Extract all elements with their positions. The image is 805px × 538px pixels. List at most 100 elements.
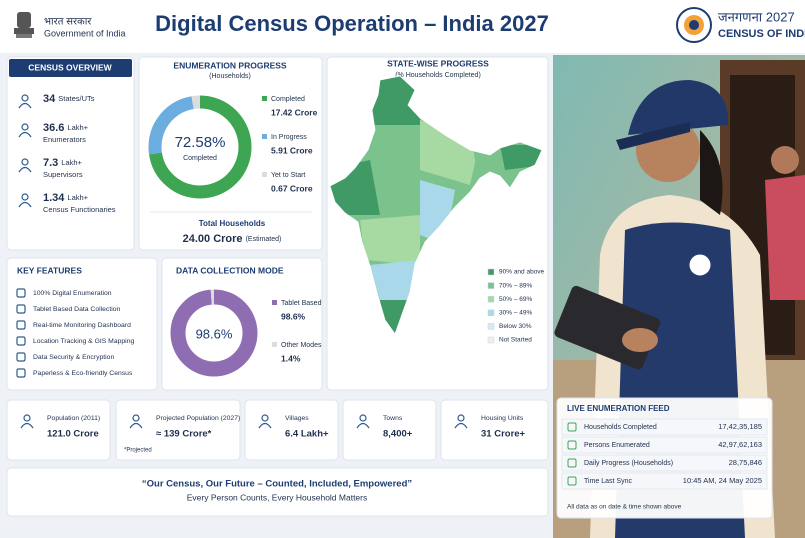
quote-card xyxy=(6,467,549,517)
icon xyxy=(20,422,34,429)
stat-value: 31 Crore+ xyxy=(481,429,526,440)
overview-item: 34 States/UTs xyxy=(43,93,95,105)
overview-value: 1.34 xyxy=(43,192,65,204)
legend-label: Completed xyxy=(271,96,305,103)
stat-label: Housing Units xyxy=(481,415,524,422)
stat-label: Towns xyxy=(383,415,403,422)
total-text: 24.00 Crore (Estimated) xyxy=(183,233,282,245)
icon xyxy=(356,422,370,429)
stat-card xyxy=(115,399,241,461)
feed-row xyxy=(561,436,768,454)
overview-item: 1.34 Lakh+ xyxy=(43,192,89,204)
feed-value: 10:45 AM, 24 May 2025 xyxy=(683,476,762,485)
map-legend-label: 70% – 89% xyxy=(499,282,532,289)
feed-value: 42,97,62,163 xyxy=(718,440,762,449)
map-subtitle: (% Households Completed) xyxy=(395,72,481,79)
legend-label: In Progress xyxy=(271,134,307,141)
legend-value: 1.4% xyxy=(281,353,301,363)
icon xyxy=(457,414,465,422)
legend-value: 17.42 Crore xyxy=(271,107,318,117)
mode-title: DATA COLLECTION MODE xyxy=(176,265,284,275)
legend-swatch xyxy=(262,172,267,177)
icon xyxy=(129,422,143,429)
icon xyxy=(21,123,29,131)
india-outline xyxy=(329,75,543,335)
overview-title-bar xyxy=(9,59,132,77)
feed-footnote: All data as on date & time shown above xyxy=(567,504,682,511)
icon xyxy=(21,193,29,201)
legend-swatch xyxy=(262,134,267,139)
stat-card xyxy=(6,399,111,461)
icon xyxy=(454,422,468,429)
overview-value: 34 xyxy=(43,93,56,105)
stat-label: Population (2011) xyxy=(47,415,100,422)
map-legend-label: Not Started xyxy=(499,337,532,344)
stat-label: Villages xyxy=(285,415,309,422)
overview-title: CENSUS OVERVIEW xyxy=(28,62,112,72)
state-region xyxy=(370,260,420,300)
feature-item: Paperless & Eco-friendly Census xyxy=(33,370,133,377)
feed-label: Daily Progress (Households) xyxy=(584,460,673,467)
gov-hindi: भारत सरकार xyxy=(44,17,92,28)
quote-headline: “Our Census, Our Future – Counted, Inclu… xyxy=(142,479,412,490)
emblem xyxy=(14,12,34,38)
legend-value: 98.6% xyxy=(281,311,306,321)
logo-hindi: जनगणना 2027 xyxy=(718,9,795,24)
feature-item: Location Tracking & GIS Mapping xyxy=(33,338,134,345)
map-legend-swatch xyxy=(487,295,495,303)
overview-item: 7.3 Lakh+ xyxy=(43,157,83,169)
features-card xyxy=(6,257,158,391)
overview-unit: Lakh+ xyxy=(61,158,82,167)
feed-title: LIVE ENUMERATION FEED xyxy=(567,404,670,413)
feed-icon xyxy=(567,458,577,468)
icon xyxy=(18,166,32,173)
feed-value: 17,42,35,185 xyxy=(718,422,762,431)
total-note: (Estimated) xyxy=(246,236,282,243)
feed-label: Time Last Sync xyxy=(584,478,632,485)
feed-value: 28,75,846 xyxy=(729,458,762,467)
overview-card xyxy=(6,56,135,251)
progress-subtitle: (Households) xyxy=(209,73,251,80)
header-bar xyxy=(0,0,805,53)
map-legend-label: 30% – 49% xyxy=(499,310,532,317)
feed-icon xyxy=(567,476,577,486)
gov-english: Government of India xyxy=(44,28,126,38)
icon xyxy=(18,201,32,208)
map-legend-label: 90% and above xyxy=(499,269,545,276)
icon xyxy=(23,414,31,422)
feature-icon xyxy=(16,368,26,378)
stat-card xyxy=(244,399,339,461)
icon xyxy=(359,414,367,422)
feed-label: Households Completed xyxy=(584,424,657,431)
legend-swatch xyxy=(262,96,267,101)
legend-label: Other Modes xyxy=(281,342,322,349)
feed-label: Persons Enumerated xyxy=(584,442,650,449)
icon xyxy=(18,102,32,109)
overview-item: 36.6 Lakh+ xyxy=(43,122,89,134)
icon xyxy=(258,422,272,429)
feature-icon xyxy=(16,288,26,298)
feed-icon xyxy=(567,422,577,432)
progress-center-label: Completed xyxy=(183,155,217,162)
mode-center-value: 98.6% xyxy=(196,326,233,341)
stats-note: *Projected xyxy=(124,448,152,454)
overview-value: 7.3 xyxy=(43,157,58,169)
feature-item: Real-time Monitoring Dashboard xyxy=(33,322,131,329)
map-legend-swatch xyxy=(487,323,495,330)
feature-item: 100% Digital Enumeration xyxy=(33,290,112,297)
icon xyxy=(18,131,32,138)
stat-value: 121.0 Crore xyxy=(47,429,99,440)
icon xyxy=(132,414,140,422)
progress-title: ENUMERATION PROGRESS xyxy=(173,60,287,70)
quote-tagline: Every Person Counts, Every Household Mat… xyxy=(187,492,367,502)
feed-row xyxy=(561,418,768,436)
legend-swatch xyxy=(272,342,277,347)
icon xyxy=(21,158,29,166)
overview-unit: States/UTs xyxy=(58,94,95,103)
donut-segment xyxy=(148,95,252,199)
progress-center-value: 72.58% xyxy=(175,134,226,151)
map-title: STATE-WISE PROGRESS xyxy=(387,58,489,68)
icon xyxy=(261,414,269,422)
legend-value: 5.91 Crore xyxy=(271,145,313,155)
